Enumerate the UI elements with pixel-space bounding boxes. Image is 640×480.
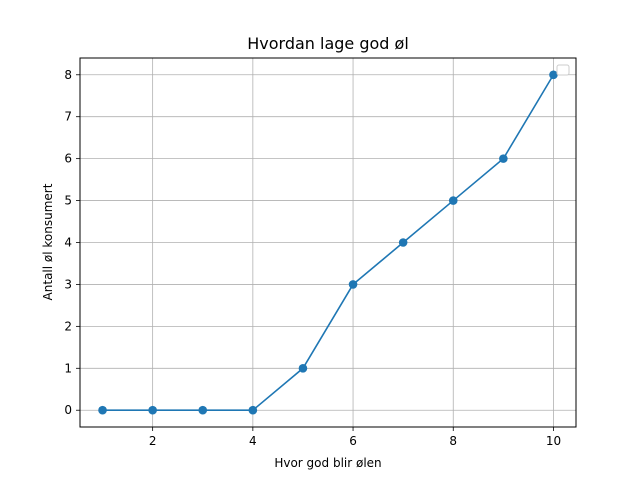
y-tick-label: 2 xyxy=(64,319,72,333)
x-axis-label: Hvor god blir ølen xyxy=(274,456,381,470)
y-tick-label: 1 xyxy=(64,361,72,375)
data-point xyxy=(448,196,458,205)
data-point xyxy=(198,405,208,415)
x-axis: 2 4 6 8 10 xyxy=(149,427,561,448)
y-tick-label: 4 xyxy=(64,236,72,250)
y-tick-label: 0 xyxy=(64,403,72,417)
data-point xyxy=(248,405,258,415)
series-line xyxy=(102,74,555,412)
y-tick-label: 5 xyxy=(64,194,72,208)
x-tick-label: 4 xyxy=(249,434,257,448)
y-tick-label: 6 xyxy=(64,152,72,166)
data-point xyxy=(148,405,157,415)
y-tick-label: 7 xyxy=(64,110,72,124)
x-tick-label: 2 xyxy=(149,434,157,448)
x-tick-label: 6 xyxy=(349,434,357,448)
chart-title: Hvordan lage god øl xyxy=(247,34,409,53)
y-axis: 0 1 2 3 4 5 6 7 8 xyxy=(64,68,80,417)
data-point xyxy=(549,70,558,80)
x-tick-label: 10 xyxy=(546,434,561,448)
data-point xyxy=(298,363,308,373)
y-axis-label: Antall øl konsumert xyxy=(41,183,55,300)
data-point xyxy=(499,154,508,163)
data-point xyxy=(348,280,358,289)
plot-area xyxy=(98,70,558,415)
data-point xyxy=(398,238,408,247)
data-point xyxy=(98,405,107,415)
x-tick-label: 8 xyxy=(449,434,457,448)
y-tick-label: 8 xyxy=(64,68,72,82)
y-tick-label: 3 xyxy=(64,277,72,291)
legend-box xyxy=(556,64,570,76)
